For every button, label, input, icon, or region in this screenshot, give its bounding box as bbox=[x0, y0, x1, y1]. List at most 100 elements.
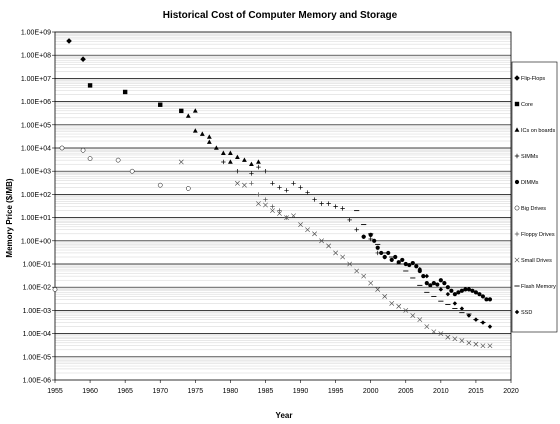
y-tick-label: 1.00E+04 bbox=[21, 146, 51, 153]
point-dimms bbox=[421, 274, 426, 279]
point-dimms bbox=[435, 282, 440, 287]
point-dimms bbox=[410, 260, 415, 266]
point-ics-on-boards bbox=[249, 161, 254, 167]
legend-marker bbox=[514, 75, 520, 81]
y-tick-label: 1.00E-01 bbox=[23, 262, 52, 269]
point-flip-flops bbox=[66, 38, 72, 44]
point-ssd bbox=[487, 324, 493, 329]
point-floppy-drives bbox=[270, 204, 275, 209]
x-tick-label: 2020 bbox=[503, 388, 519, 395]
point-small-drives bbox=[361, 273, 367, 279]
point-dimms bbox=[375, 245, 380, 250]
legend-marker bbox=[514, 231, 520, 237]
series-small-drives bbox=[178, 159, 493, 349]
point-small-drives bbox=[263, 202, 268, 208]
point-dimms bbox=[428, 283, 433, 288]
point-small-drives bbox=[326, 243, 332, 249]
point-ssd bbox=[431, 280, 437, 286]
legend-item-flash-memory: Flash Memory bbox=[514, 284, 556, 290]
legend-label: Flip-Flops bbox=[521, 76, 545, 82]
point-small-drives bbox=[389, 301, 395, 306]
y-tick-label: 1.00E-04 bbox=[23, 331, 52, 338]
point-dimms bbox=[424, 281, 429, 286]
point-dimms bbox=[470, 288, 475, 293]
point-simms bbox=[256, 164, 261, 170]
point-ssd bbox=[473, 317, 479, 322]
point-dimms bbox=[396, 260, 401, 265]
point-simms bbox=[249, 171, 254, 176]
plot-area bbox=[54, 31, 512, 381]
point-small-drives bbox=[368, 280, 374, 286]
point-dimms bbox=[463, 287, 468, 292]
point-simms bbox=[270, 181, 275, 186]
point-small-drives bbox=[333, 250, 339, 256]
y-tick-label: 1.00E+09 bbox=[21, 30, 51, 37]
legend-item-small-drives: Small Drives bbox=[514, 257, 552, 264]
point-ssd bbox=[452, 301, 458, 306]
x-tick-label: 1975 bbox=[188, 388, 204, 395]
point-dimms bbox=[487, 297, 493, 302]
point-small-drives bbox=[466, 340, 472, 346]
x-tick-label: 1955 bbox=[47, 388, 63, 395]
series-big-drives bbox=[52, 145, 191, 292]
point-ics-on-boards bbox=[213, 145, 219, 150]
point-small-drives bbox=[340, 254, 346, 260]
point-simms bbox=[291, 181, 296, 186]
y-axis-title: Memory Price ($/MB) bbox=[5, 178, 14, 257]
legend-item-big-drives: Big Drives bbox=[514, 205, 546, 212]
point-small-drives bbox=[452, 336, 458, 342]
x-tick-label: 1985 bbox=[258, 388, 274, 395]
point-dimms bbox=[438, 278, 443, 283]
point-simms bbox=[326, 201, 331, 206]
data-marks bbox=[52, 38, 493, 349]
point-dimms bbox=[466, 287, 472, 292]
series-floppy-drives bbox=[249, 181, 289, 220]
point-dimms bbox=[393, 254, 398, 260]
point-small-drives bbox=[291, 213, 296, 219]
x-tick-label: 2015 bbox=[468, 388, 484, 395]
y-tick-label: 1.00E-06 bbox=[23, 378, 52, 385]
point-dimms bbox=[386, 250, 391, 256]
x-axis-title: Year bbox=[276, 411, 293, 420]
series-core bbox=[87, 83, 184, 114]
series-flash-memory bbox=[354, 210, 486, 323]
point-small-drives bbox=[312, 231, 317, 237]
point-small-drives bbox=[178, 159, 184, 165]
point-ics-on-boards bbox=[192, 128, 198, 133]
x-tick-label: 1995 bbox=[328, 388, 344, 395]
point-ics-on-boards bbox=[242, 157, 247, 162]
y-tick-label: 1.00E+03 bbox=[21, 169, 51, 176]
point-small-drives bbox=[277, 211, 282, 216]
point-core bbox=[158, 102, 163, 107]
point-small-drives bbox=[347, 261, 353, 267]
x-tick-label: 1990 bbox=[293, 388, 309, 395]
point-ics-on-boards bbox=[227, 159, 233, 164]
point-small-drives bbox=[417, 317, 423, 323]
y-tick-label: 1.00E+05 bbox=[21, 122, 51, 129]
point-small-drives bbox=[445, 334, 451, 340]
legend-items: Flip-Flops Core ICs on boards SIMMs DIMMs Big… bbox=[514, 75, 556, 316]
point-dimms bbox=[382, 254, 387, 260]
point-small-drives bbox=[431, 329, 437, 335]
point-big-drives bbox=[87, 156, 93, 161]
x-tick-label: 1970 bbox=[152, 388, 168, 395]
series-ics-on-boards bbox=[185, 108, 261, 167]
chart-title: Historical Cost of Computer Memory and S… bbox=[163, 10, 398, 21]
point-floppy-drives bbox=[249, 181, 254, 186]
legend-label: Small Drives bbox=[521, 258, 552, 264]
legend-label: SIMMs bbox=[521, 154, 538, 160]
point-core bbox=[87, 83, 93, 88]
point-dimms bbox=[452, 292, 457, 297]
point-dimms bbox=[480, 294, 486, 299]
legend-item-flip-flops: Flip-Flops bbox=[514, 75, 545, 82]
point-small-drives bbox=[242, 182, 247, 188]
x-tick-label: 1965 bbox=[117, 388, 133, 395]
point-ics-on-boards bbox=[235, 154, 240, 160]
legend-label: SSD bbox=[521, 310, 532, 316]
point-simms bbox=[298, 185, 303, 190]
point-simms bbox=[340, 206, 345, 211]
legend-item-floppy-drives: Floppy Drives bbox=[514, 231, 555, 238]
point-simms bbox=[354, 227, 359, 232]
point-small-drives bbox=[487, 343, 493, 349]
point-small-drives bbox=[403, 307, 409, 313]
